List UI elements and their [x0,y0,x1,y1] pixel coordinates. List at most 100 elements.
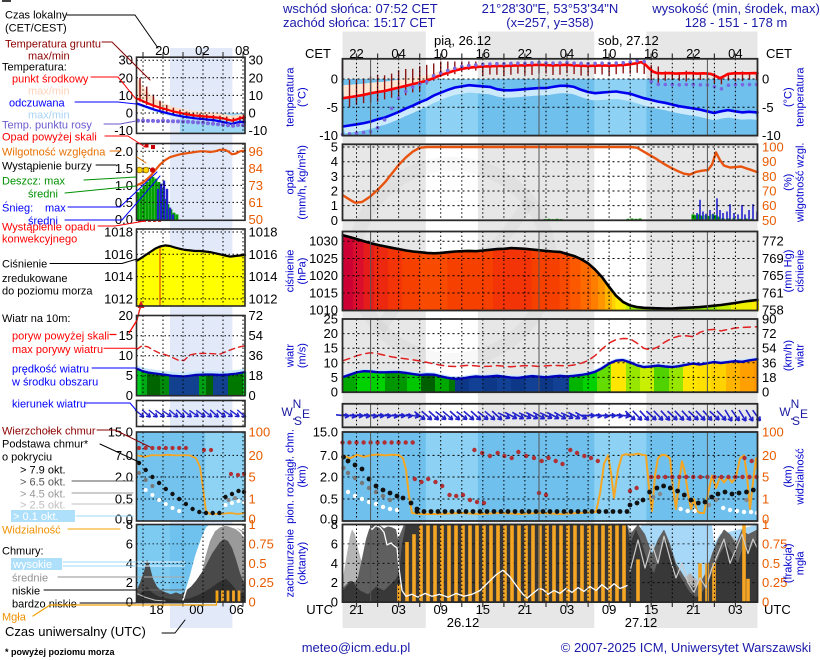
svg-text:bardzo niskie: bardzo niskie [12,599,77,611]
svg-text:(mm Hg): (mm Hg) [783,250,795,293]
svg-text:6: 6 [126,536,133,551]
svg-text:prędkość wiatru: prędkość wiatru [12,364,89,376]
svg-text:(°C): (°C) [297,87,309,107]
svg-text:2: 2 [331,575,338,590]
svg-text:Śnieg:: Śnieg: [2,202,33,215]
svg-text:E: E [302,407,310,421]
svg-text:> 6.5 okt.: > 6.5 okt. [20,477,66,489]
svg-text:1012: 1012 [104,291,133,306]
svg-text:0.25: 0.25 [249,575,274,590]
svg-text:5: 5 [249,470,256,485]
svg-text:60: 60 [762,198,776,213]
svg-text:niskie: niskie [12,586,40,598]
svg-text:W: W [281,405,293,419]
svg-text:758: 758 [762,303,784,318]
svg-text:50: 50 [249,212,263,227]
svg-text:średni: średni [28,216,58,228]
svg-text:(m/s): (m/s) [297,343,309,368]
svg-text:1015: 1015 [309,286,338,301]
svg-text:1012: 1012 [249,291,278,306]
svg-text:0: 0 [762,385,769,400]
svg-text:(km/h): (km/h) [783,340,795,371]
svg-text:18: 18 [149,602,163,617]
svg-text:> 2.5 okt.: > 2.5 okt. [20,500,66,512]
svg-text:22: 22 [518,46,532,61]
svg-text:8: 8 [126,517,133,532]
svg-text:Temperatura:: Temperatura: [2,62,67,74]
svg-text:średni: średni [28,189,58,201]
svg-text:3: 3 [331,169,338,184]
svg-text:761: 761 [762,286,784,301]
svg-text:1014: 1014 [104,269,133,284]
svg-text:max: max [45,203,66,215]
svg-text:pią, 26.12: pią, 26.12 [434,33,491,48]
svg-text:Deszcz: max: Deszcz: max [2,176,65,188]
svg-text:Wiatr na 10m:: Wiatr na 10m: [2,313,70,325]
svg-text:7.0: 7.0 [320,448,338,463]
svg-text:769: 769 [762,251,784,266]
svg-text:> 0.1 okt.: > 0.1 okt. [13,511,59,523]
svg-text:Czas uniwersalny (UTC): Czas uniwersalny (UTC) [5,624,146,639]
svg-text:1018: 1018 [104,225,133,240]
svg-text:max/min: max/min [28,86,70,98]
svg-text:5: 5 [126,368,133,383]
svg-text:10: 10 [119,88,133,103]
svg-text:772: 772 [762,234,784,249]
svg-text:(frakcja): (frakcja) [783,543,795,583]
svg-text:2.0: 2.0 [320,470,338,485]
svg-text:5: 5 [762,470,769,485]
svg-text:S: S [294,414,302,428]
svg-text:15.0: 15.0 [313,425,338,440]
svg-text:Wystąpienie opadu: Wystąpienie opadu [2,222,95,234]
svg-text:0: 0 [762,72,769,87]
svg-text:S: S [792,414,800,428]
svg-text:5: 5 [331,370,338,385]
svg-text:ciśnienie: ciśnienie [795,250,807,293]
svg-text:20: 20 [324,326,338,341]
svg-text:max/min: max/min [28,51,70,63]
svg-text:wiatr: wiatr [795,344,807,369]
svg-text:(oktanty): (oktanty) [297,542,309,585]
svg-text:04: 04 [391,46,405,61]
svg-text:wysokie: wysokie [12,559,52,571]
svg-text:(°C): (°C) [783,87,795,107]
svg-text:max porywy wiatru: max porywy wiatru [12,344,103,356]
svg-text:21: 21 [518,602,532,617]
svg-text:0: 0 [331,595,338,610]
svg-text:27.12: 27.12 [625,615,658,630]
svg-text:30: 30 [249,53,263,68]
svg-text:4: 4 [126,556,133,571]
svg-text:0: 0 [126,388,133,403]
svg-text:(CET/CEST): (CET/CEST) [5,23,67,35]
svg-text:W: W [779,405,791,419]
svg-text:Wierzchołek chmur: Wierzchołek chmur [2,426,96,438]
svg-text:0: 0 [331,385,338,400]
svg-text:zredukowane: zredukowane [2,273,67,285]
svg-text:0.5: 0.5 [762,556,780,571]
svg-text:0.75: 0.75 [762,536,787,551]
svg-text:-10: -10 [762,128,781,143]
svg-text:10: 10 [249,88,263,103]
svg-text:84: 84 [249,161,263,176]
svg-text:średnie: średnie [12,573,48,585]
svg-text:© 2007-2025 ICM, Uniwersytet W: © 2007-2025 ICM, Uniwersytet Warszawski [561,640,812,655]
svg-text:36: 36 [762,355,776,370]
svg-text:08: 08 [235,43,249,58]
svg-text:03: 03 [391,602,405,617]
svg-text:do poziomu morza: do poziomu morza [2,286,93,298]
svg-text:8: 8 [331,517,338,532]
svg-text:70: 70 [762,184,776,199]
svg-text:0: 0 [249,388,256,403]
svg-text:1.0: 1.0 [115,178,133,193]
svg-text:54: 54 [249,328,263,343]
svg-text:16: 16 [644,46,658,61]
svg-text:> 4.5 okt.: > 4.5 okt. [20,489,66,501]
svg-text:0.75: 0.75 [249,536,274,551]
svg-text:N: N [293,397,302,411]
svg-text:26.12: 26.12 [447,615,480,630]
svg-text:0.5: 0.5 [320,492,338,507]
svg-text:18: 18 [762,370,776,385]
svg-text:max/min: max/min [28,110,70,122]
svg-text:opad: opad [285,170,297,194]
svg-text:E: E [800,407,808,421]
